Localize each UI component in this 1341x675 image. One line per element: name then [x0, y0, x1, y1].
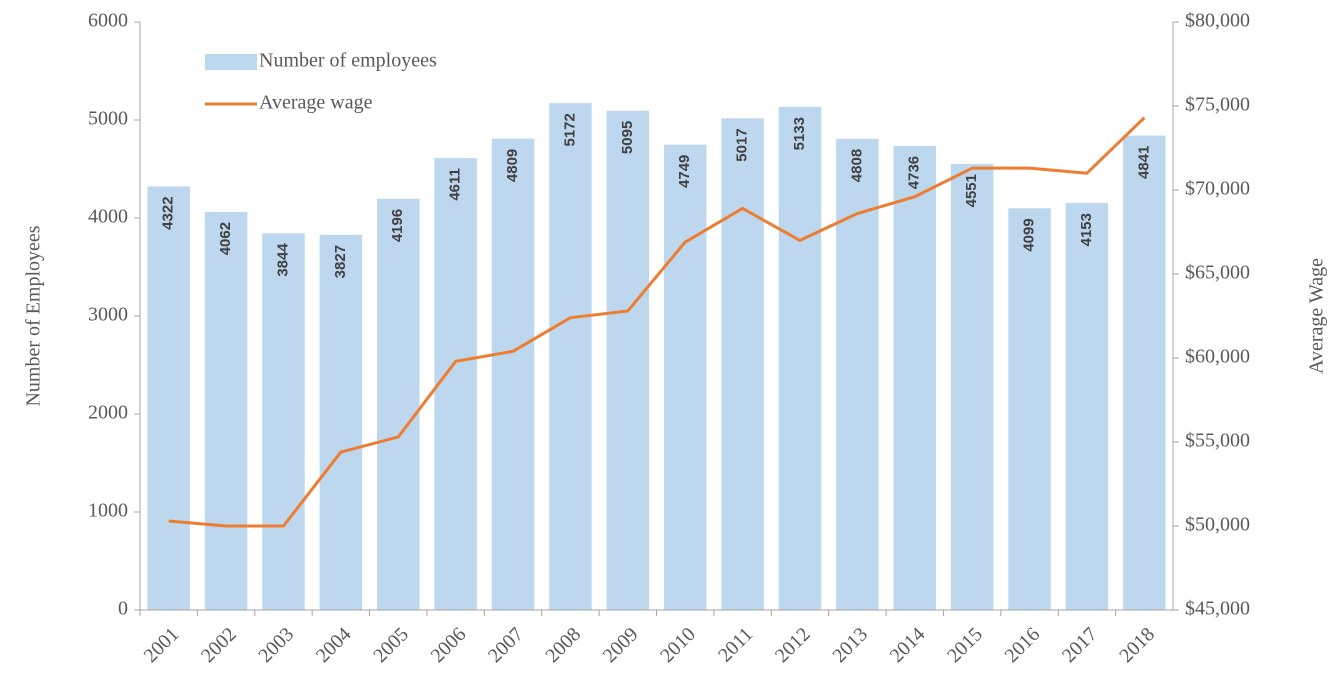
- y-tick-label: 0: [118, 598, 128, 620]
- bar: [836, 138, 879, 611]
- x-tick-label: 2003: [254, 623, 298, 667]
- y2-tick-label: $65,000: [1185, 262, 1250, 284]
- x-tick-label: 2007: [484, 623, 528, 667]
- y-tick-label: 1000: [88, 500, 128, 522]
- x-tick-label: 2010: [656, 623, 700, 667]
- bar: [549, 103, 592, 611]
- value-label: 3827: [332, 245, 349, 278]
- legend-label: Average wage: [259, 92, 373, 114]
- value-label: 4099: [1020, 218, 1037, 251]
- value-label: 4062: [217, 222, 234, 255]
- bar: [950, 164, 994, 610]
- bar: [663, 144, 707, 610]
- value-label: 3844: [274, 243, 291, 277]
- y2-tick-label: $80,000: [1185, 10, 1250, 32]
- value-label: 4322: [160, 196, 177, 229]
- bar: [147, 186, 190, 610]
- y2-tick-label: $50,000: [1185, 514, 1250, 536]
- value-label: 4611: [447, 168, 464, 201]
- value-label: 5095: [619, 121, 636, 154]
- x-tick-label: 2018: [1115, 623, 1159, 667]
- y-tick-label: 6000: [88, 10, 128, 32]
- y2-tick-label: $70,000: [1185, 178, 1250, 200]
- x-tick-label: 2012: [771, 623, 815, 667]
- bar: [1123, 135, 1166, 610]
- bar: [778, 106, 822, 610]
- x-tick-label: 2008: [541, 623, 585, 667]
- bar: [262, 233, 305, 610]
- value-label: 4153: [1078, 213, 1095, 246]
- bar: [893, 145, 936, 610]
- y2-tick-label: $60,000: [1185, 346, 1250, 368]
- x-tick-label: 2013: [828, 623, 872, 667]
- value-label: 4196: [389, 209, 406, 242]
- value-label: 4841: [1135, 146, 1152, 179]
- bar: [491, 138, 535, 610]
- value-label: 4749: [676, 155, 693, 188]
- bar: [204, 211, 248, 610]
- bar: [1065, 203, 1109, 611]
- value-label: 4736: [906, 156, 923, 189]
- y2-tick-label: $55,000: [1185, 430, 1250, 452]
- bar: [606, 110, 650, 610]
- x-tick-label: 2006: [427, 623, 471, 667]
- bar: [319, 234, 363, 611]
- x-tick-label: 2005: [369, 623, 413, 667]
- y2-tick-label: $75,000: [1185, 94, 1250, 116]
- y-tick-label: 2000: [88, 402, 128, 424]
- legend-label: Number of employees: [259, 50, 437, 72]
- value-label: 4809: [504, 149, 521, 182]
- y2-tick-label: $45,000: [1185, 598, 1250, 620]
- value-label: 4808: [848, 149, 865, 182]
- x-tick-label: 2009: [599, 623, 643, 667]
- x-tick-label: 2014: [886, 623, 930, 667]
- bar: [721, 118, 764, 611]
- x-tick-label: 2015: [943, 623, 987, 667]
- y-tick-label: 3000: [88, 304, 128, 326]
- legend-swatch: [205, 54, 257, 70]
- line: [168, 116, 1146, 528]
- value-label: 5133: [791, 117, 808, 150]
- x-tick-label: 2001: [140, 623, 184, 667]
- y-tick-label: 5000: [88, 108, 128, 130]
- bar: [377, 198, 420, 611]
- x-tick-label: 2004: [312, 623, 356, 667]
- x-tick-label: 2017: [1058, 623, 1102, 667]
- y-axis-title: Number of Employees: [23, 225, 45, 406]
- bar: [1008, 208, 1051, 610]
- x-tick-label: 2011: [714, 623, 757, 666]
- bar: [434, 158, 477, 610]
- value-label: 5017: [734, 128, 751, 161]
- x-tick-label: 2002: [197, 623, 241, 667]
- y-tick-label: 4000: [88, 206, 128, 228]
- value-label: 5172: [561, 113, 578, 146]
- y2-axis-title: Average Wage: [1306, 258, 1328, 374]
- value-label: 4551: [963, 174, 980, 207]
- x-tick-label: 2016: [1000, 623, 1044, 667]
